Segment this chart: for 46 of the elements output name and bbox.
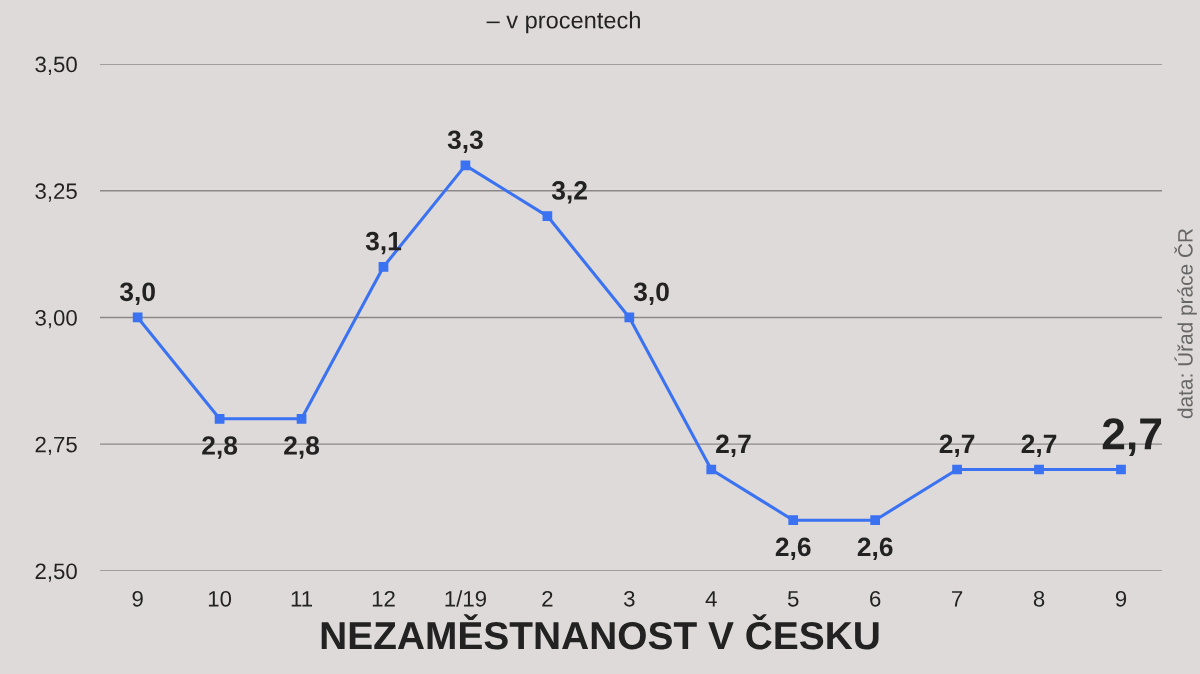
point	[706, 464, 717, 475]
point	[870, 515, 881, 526]
point	[788, 515, 799, 526]
point	[952, 464, 962, 475]
data-label: 2,8	[284, 436, 320, 459]
y-tick-label: 3,25	[35, 183, 77, 202]
x-tick-label: 4	[705, 591, 717, 607]
data-label: 2,6	[775, 537, 811, 561]
text: data: Úřad práce ČR	[1174, 228, 1197, 419]
data-label: 3,3	[447, 130, 483, 153]
x-tick-label: 2	[542, 590, 553, 607]
x-tick-label: 8	[1033, 590, 1045, 607]
x-tick-label: 5	[787, 591, 799, 607]
text: NEZAMĚSTNANOST V ČESKU	[321, 614, 879, 650]
data-label: 2,7	[1021, 434, 1057, 458]
y-tick-label: 2,50	[35, 563, 77, 582]
data-label: 2,7	[939, 434, 975, 458]
point	[378, 261, 389, 272]
x-tick-label: 7	[952, 591, 963, 607]
data-label: 2,7	[1102, 418, 1162, 457]
data-label: 3,2	[551, 181, 587, 204]
data-label: 2,8	[202, 436, 238, 459]
x-tick-label: 3	[623, 590, 635, 607]
x-tick-label: 9	[132, 590, 143, 607]
point	[214, 413, 225, 424]
y-tick-label: 2,75	[35, 436, 77, 456]
x-tick-label: 9	[1115, 590, 1127, 607]
point	[132, 312, 143, 323]
data-label: 2,6	[857, 537, 893, 561]
data-label: 2,7	[716, 434, 751, 458]
x-tick-label: 11	[291, 591, 312, 607]
x-tick-label: 1/19	[445, 590, 487, 607]
data-label: 3,1	[365, 231, 402, 255]
point	[624, 312, 635, 323]
data-label: 3,0	[633, 282, 669, 305]
point	[1034, 464, 1044, 475]
x-tick-label: 6	[870, 590, 881, 607]
y-tick-label: 3,00	[35, 309, 77, 329]
point	[542, 211, 553, 221]
chart-subtitle: – v procentech	[486, 11, 640, 34]
y-tick-label: 3,50	[35, 56, 77, 75]
x-tick-label: 10	[208, 590, 232, 607]
x-tick-label: 12	[372, 590, 395, 607]
data-label: 3,0	[119, 282, 155, 305]
point	[296, 413, 307, 424]
point	[1116, 464, 1126, 475]
